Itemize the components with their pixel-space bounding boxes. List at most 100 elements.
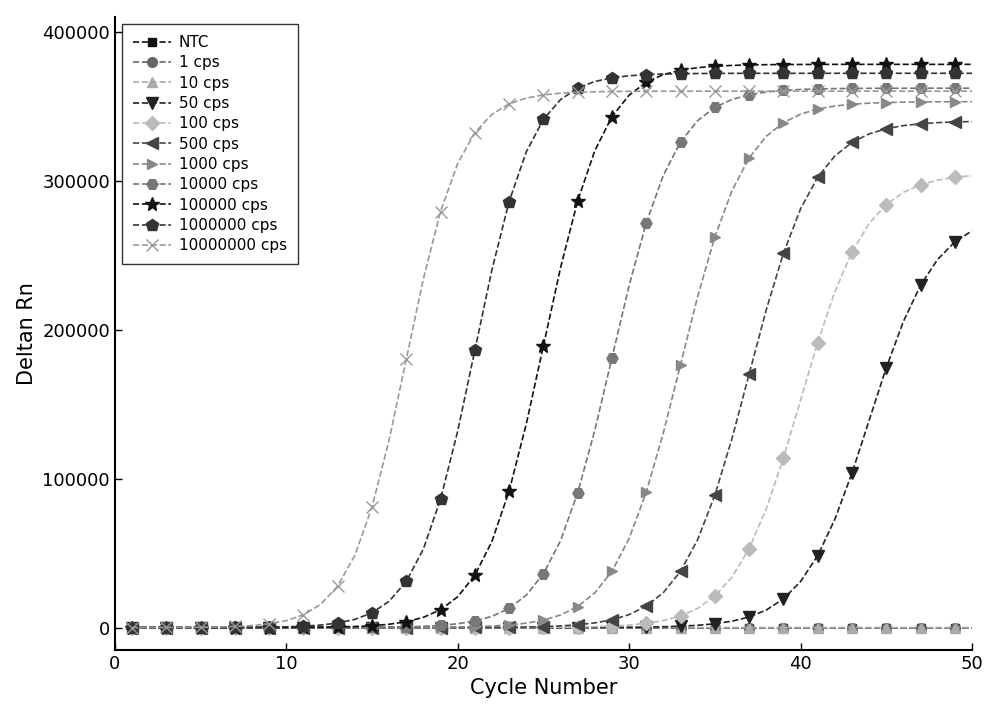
10 cps: [606, 623, 618, 632]
10 cps: [555, 623, 567, 632]
1000 cps: [143, 623, 155, 632]
NTC: [520, 623, 532, 632]
100000 cps: [486, 537, 498, 546]
X-axis label: Cycle Number: Cycle Number: [470, 679, 617, 699]
100000 cps: [743, 61, 755, 69]
NTC: [537, 623, 549, 632]
10000 cps: [349, 623, 361, 632]
1000 cps: [795, 110, 807, 119]
100000 cps: [572, 197, 584, 205]
10 cps: [400, 623, 412, 632]
10 cps: [640, 623, 652, 632]
NTC: [880, 623, 892, 632]
10 cps: [966, 623, 978, 632]
1000000 cps: [777, 69, 789, 78]
Line: NTC: NTC: [128, 623, 976, 632]
50 cps: [435, 623, 447, 632]
NTC: [623, 623, 635, 632]
10000000 cps: [212, 623, 224, 631]
100 cps: [726, 573, 738, 581]
100 cps: [692, 604, 704, 613]
100 cps: [280, 623, 292, 632]
NTC: [777, 623, 789, 632]
50 cps: [777, 595, 789, 603]
1 cps: [469, 623, 481, 632]
10 cps: [229, 623, 241, 632]
1 cps: [692, 623, 704, 632]
100000 cps: [143, 623, 155, 632]
1 cps: [332, 623, 344, 632]
100000 cps: [897, 60, 909, 69]
1000000 cps: [812, 69, 824, 78]
Line: 1000 cps: 1000 cps: [127, 97, 977, 633]
10000 cps: [846, 84, 858, 93]
NTC: [297, 623, 309, 632]
100 cps: [966, 172, 978, 180]
1000000 cps: [846, 69, 858, 78]
10000 cps: [589, 426, 601, 435]
1 cps: [297, 623, 309, 632]
10000000 cps: [366, 503, 378, 511]
10000000 cps: [812, 87, 824, 96]
1 cps: [880, 623, 892, 632]
NTC: [589, 623, 601, 632]
500 cps: [932, 119, 944, 127]
Line: 10000000 cps: 10000000 cps: [126, 86, 978, 633]
1000 cps: [349, 623, 361, 632]
1000 cps: [503, 621, 515, 629]
100 cps: [400, 623, 412, 632]
1000000 cps: [177, 623, 189, 632]
10 cps: [692, 623, 704, 632]
1000000 cps: [657, 70, 669, 79]
50 cps: [709, 619, 721, 628]
1000 cps: [846, 100, 858, 109]
10000 cps: [555, 536, 567, 545]
10 cps: [812, 623, 824, 632]
1 cps: [263, 623, 275, 632]
1 cps: [949, 623, 961, 632]
10000 cps: [486, 612, 498, 621]
50 cps: [932, 255, 944, 264]
500 cps: [675, 567, 687, 576]
1000000 cps: [280, 623, 292, 631]
10000000 cps: [126, 623, 138, 632]
500 cps: [229, 623, 241, 632]
100 cps: [297, 623, 309, 632]
1 cps: [589, 623, 601, 632]
10000000 cps: [829, 87, 841, 96]
NTC: [263, 623, 275, 632]
1000 cps: [246, 623, 258, 632]
NTC: [812, 623, 824, 632]
50 cps: [297, 623, 309, 632]
1 cps: [760, 623, 772, 632]
NTC: [692, 623, 704, 632]
500 cps: [743, 370, 755, 378]
10 cps: [915, 623, 927, 632]
10000000 cps: [589, 87, 601, 96]
NTC: [143, 623, 155, 632]
100000 cps: [829, 60, 841, 69]
50 cps: [195, 623, 207, 632]
NTC: [675, 623, 687, 632]
500 cps: [212, 623, 224, 632]
1000000 cps: [417, 545, 429, 553]
1000000 cps: [452, 427, 464, 435]
100000 cps: [555, 264, 567, 272]
10000000 cps: [400, 355, 412, 364]
500 cps: [555, 621, 567, 630]
10000 cps: [777, 86, 789, 94]
10000000 cps: [555, 89, 567, 97]
50 cps: [897, 317, 909, 326]
500 cps: [760, 305, 772, 314]
50 cps: [417, 623, 429, 632]
10 cps: [297, 623, 309, 632]
1000000 cps: [709, 69, 721, 78]
NTC: [246, 623, 258, 632]
100 cps: [126, 623, 138, 632]
1 cps: [606, 623, 618, 632]
NTC: [332, 623, 344, 632]
1000000 cps: [246, 623, 258, 631]
100000 cps: [915, 60, 927, 69]
500 cps: [623, 611, 635, 619]
100 cps: [932, 176, 944, 184]
